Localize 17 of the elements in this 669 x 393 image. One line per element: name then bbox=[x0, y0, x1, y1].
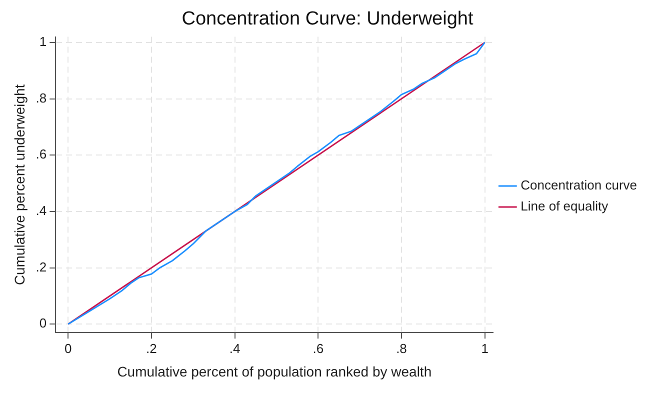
y-tick-label: .6 bbox=[36, 146, 47, 162]
legend-label: Line of equality bbox=[520, 198, 609, 214]
x-tick-label: 0 bbox=[64, 340, 72, 356]
x-tick-label: 1 bbox=[481, 340, 488, 356]
y-tick-label: 1 bbox=[39, 34, 47, 50]
y-tick-label: 0 bbox=[39, 316, 47, 331]
x-tick-label: .4 bbox=[229, 340, 240, 356]
legend-label: Concentration curve bbox=[520, 178, 638, 193]
y-tick-label: .2 bbox=[36, 259, 47, 274]
x-tick-label: .8 bbox=[396, 340, 407, 356]
x-axis-title: Cumulative percent of population ranked by wealth bbox=[117, 363, 432, 380]
x-tick-label: .6 bbox=[312, 340, 324, 356]
y-tick-label: .4 bbox=[36, 203, 47, 218]
chart-title: Concentration Curve: Underweight bbox=[182, 8, 474, 30]
x-tick-label: .2 bbox=[146, 340, 157, 356]
y-axis-title: Cumulative percent underweight bbox=[11, 84, 28, 286]
y-tick-label: .8 bbox=[36, 90, 47, 106]
